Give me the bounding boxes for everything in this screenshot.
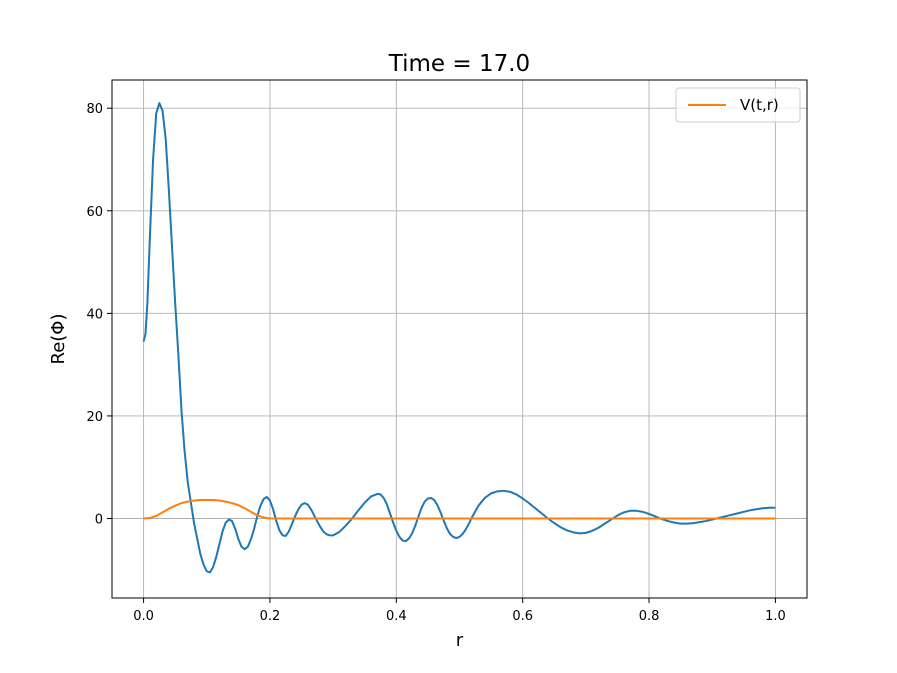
x-tick-label: 0.0 <box>133 609 154 624</box>
x-tick-label: 0.2 <box>260 609 281 624</box>
series-line-1 <box>142 102 776 574</box>
x-axis-label: r <box>456 630 464 651</box>
axes-frame <box>111 79 808 599</box>
legend-box <box>675 87 801 123</box>
y-tick-label: 80 <box>86 102 103 117</box>
y-tick-label: 20 <box>86 410 103 425</box>
y-axis-label: Re(Φ) <box>48 314 69 365</box>
chart-title: Time = 17.0 <box>388 51 530 77</box>
legend-label-v: V(t,r) <box>740 96 779 114</box>
legend: V(t,r) <box>675 87 801 123</box>
x-tick-label: 0.4 <box>386 609 407 624</box>
series-line-2 <box>143 499 776 520</box>
y-tick-label: 60 <box>86 205 103 220</box>
ticks-layer: 0.0 0.2 0.4 0.6 0.8 1.0 0 20 40 60 80 <box>86 102 785 624</box>
y-tick-label: 0 <box>95 513 103 528</box>
grid-lines <box>112 80 807 598</box>
x-tick-label: 0.8 <box>639 609 660 624</box>
y-tick-label: 40 <box>86 307 103 322</box>
x-tick-label: 0.6 <box>512 609 533 624</box>
x-tick-label: 1.0 <box>765 609 786 624</box>
series-layer <box>142 102 776 574</box>
